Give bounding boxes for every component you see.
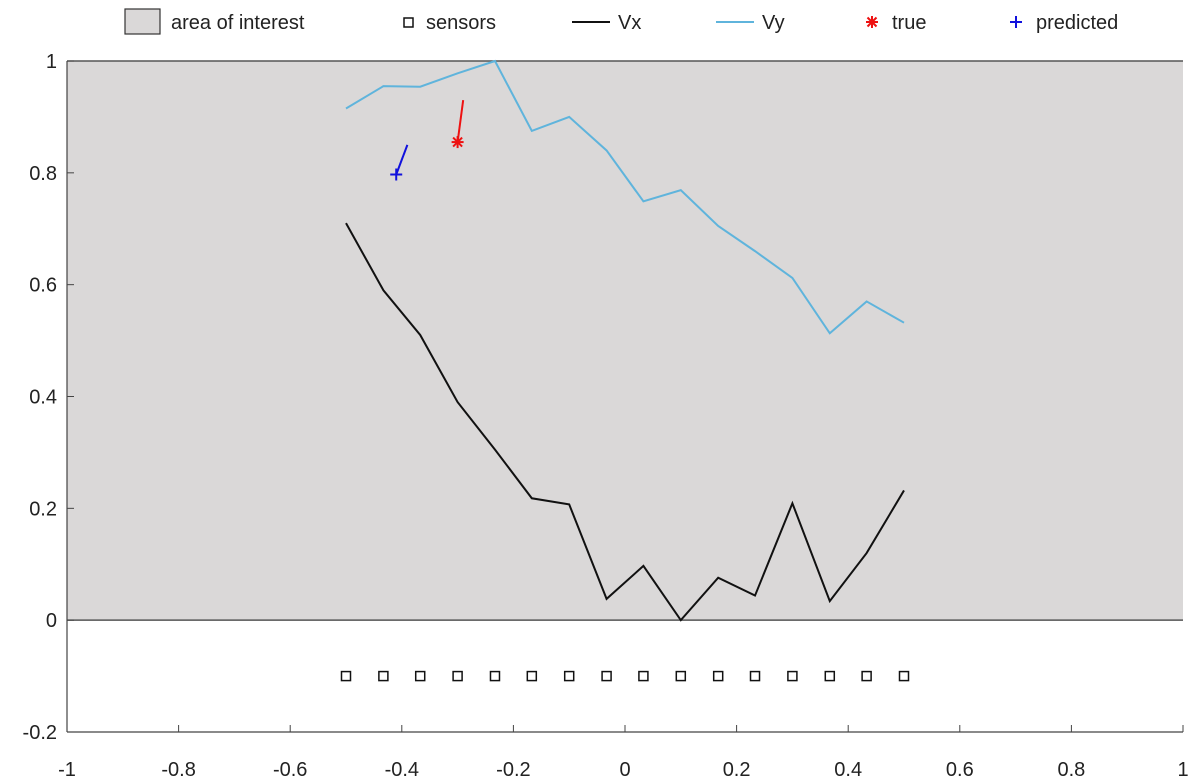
x-tick-label: 0 [619,759,630,781]
series-line-vy [345,59,905,335]
legend-swatch-true [866,16,878,28]
legend-item-Vy: Vy [716,12,785,34]
sensor-marker [824,670,836,682]
area-of-interest [67,61,1183,621]
y-tick-label: 0.2 [29,498,57,520]
legend-label: area of interest [171,12,305,34]
legend-item-true: true [866,12,926,34]
sensor-marker [452,670,463,682]
legend-swatch-sensors [403,17,414,28]
predicted-marker [390,168,403,181]
x-tick-label: -0.4 [385,759,419,781]
sensor-marker [601,670,612,682]
x-tick-label: 0.6 [946,759,974,781]
legend: area of interest sensors Vx Vy true predicted [124,8,1118,35]
sensor-marker [861,670,872,682]
sensor-marker [526,670,538,682]
y-tick-label: 0 [46,610,57,632]
y-tick-label: 1 [46,51,57,73]
y-tick-label: 0.8 [29,163,57,185]
legend-label: predicted [1036,12,1118,34]
y-tick-label: -0.2 [23,722,57,744]
y-axis: -0.2 0 0.2 0.4 0.6 0.8 1 [23,51,74,744]
x-tick-label: 0.4 [834,759,862,781]
true-arrow [456,100,465,143]
predicted-arrow [395,144,409,175]
sensor-marker [489,670,501,682]
sensor-marker [378,670,389,682]
sensor-marker [340,670,352,682]
legend-label: Vy [762,12,785,34]
series-line-vx [345,222,905,622]
sensor-marker [712,670,724,682]
x-axis: -1 -0.8 -0.6 -0.4 -0.2 0 0.2 0.4 0.6 0.8 1 [58,725,1189,781]
legend-label: Vx [618,12,641,34]
sensor-marker [675,670,687,682]
x-tick-label: -1 [58,759,76,781]
x-tick-label: 1 [1177,759,1188,781]
sensor-marker [414,670,426,682]
x-tick-label: -0.2 [496,759,530,781]
legend-label: true [892,12,926,34]
sensor-marker [787,670,798,682]
sensor-marker [638,670,649,682]
plot-area [67,59,1183,682]
sensor-marker [563,670,575,682]
legend-label: sensors [426,12,496,34]
true-marker-stroke [452,136,463,148]
x-tick-label: -0.6 [273,759,307,781]
legend-item-area-of-interest: area of interest [124,8,305,35]
legend-item-Vx: Vx [572,12,641,34]
sensor-marker [749,670,761,682]
y-tick-label: 0.6 [29,275,57,297]
x-tick-label: 0.2 [723,759,751,781]
legend-item-sensors: sensors [403,12,496,34]
legend-swatch-area [124,8,161,35]
x-tick-label: 0.8 [1057,759,1085,781]
y-tick-label: 0.4 [29,387,57,409]
sensor-marker [898,670,910,682]
x-tick-label: -0.8 [161,759,195,781]
legend-item-predicted: predicted [1010,12,1118,34]
true-marker [451,136,464,149]
